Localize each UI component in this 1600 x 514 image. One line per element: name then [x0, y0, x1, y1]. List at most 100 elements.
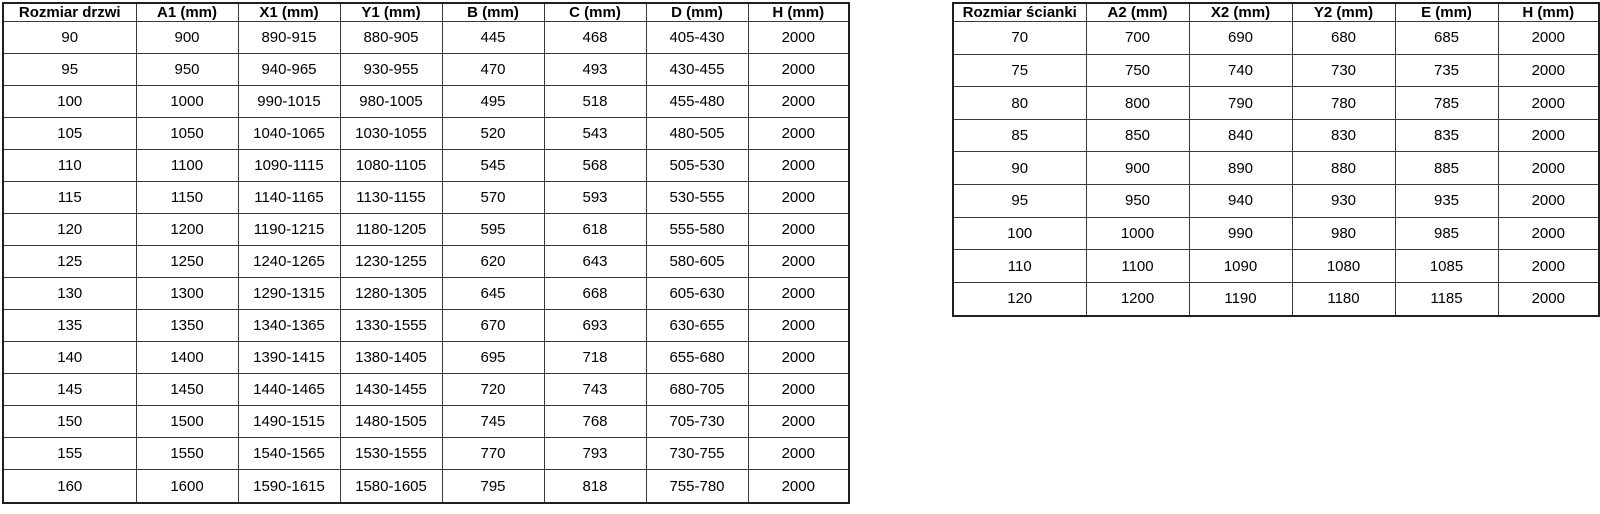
table-cell: 1330-1555: [339, 309, 443, 343]
table-row: 125 1250 1240-1265 1230-1255 620 643 580-605 20…: [2, 245, 850, 279]
table-cell: 890-915: [237, 20, 341, 55]
table-cell: 620: [441, 245, 545, 279]
table-row: 140 1400 1390-1415 1380-1405 695 718 655-680 20…: [2, 341, 850, 375]
table-cell: 720: [441, 373, 545, 407]
table-cell: 130: [2, 277, 137, 311]
table-cell: 2000: [1497, 53, 1600, 88]
table-cell: 1490-1515: [237, 405, 341, 439]
table-cell: 2000: [747, 469, 850, 504]
table-cell: 930-955: [339, 53, 443, 87]
column-header: Y2 (mm): [1291, 2, 1396, 22]
table-cell: 830: [1291, 118, 1396, 153]
table-cell: 770: [441, 437, 545, 471]
table-cell: 1450: [135, 373, 239, 407]
door-size-table: Rozmiar drzwi A1 (mm) X1 (mm) Y1 (mm) B (mm)…: [2, 2, 850, 504]
table-cell: 495: [441, 85, 545, 119]
table-cell: 85: [952, 118, 1087, 153]
table-cell: 990: [1188, 216, 1293, 251]
table-cell: 595: [441, 213, 545, 247]
table-row: 100 1000 990 980 985 2000: [952, 216, 1600, 251]
table-cell: 100: [2, 85, 137, 119]
table-cell: 840: [1188, 118, 1293, 153]
table-row: 145 1450 1440-1465 1430-1455 720 743 680-705 20…: [2, 373, 850, 407]
table-cell: 530-555: [645, 181, 749, 215]
table-cell: 2000: [747, 20, 850, 55]
table-cell: 880-905: [339, 20, 443, 55]
table-cell: 545: [441, 149, 545, 183]
door-table-body: 90 900 890-915 880-905 445 468 405-430 2000 95 95…: [2, 20, 850, 504]
table-cell: 580-605: [645, 245, 749, 279]
table-cell: 1540-1565: [237, 437, 341, 471]
wall-table-body: 70 700 690 680 685 2000 75 750 740 730 735 2000 80 80…: [952, 21, 1600, 317]
table-cell: 1300: [135, 277, 239, 311]
table-cell: 2000: [747, 149, 850, 183]
table-cell: 1180: [1291, 281, 1396, 317]
table-cell: 730-755: [645, 437, 749, 471]
table-cell: 110: [952, 249, 1087, 283]
table-cell: 2000: [747, 405, 850, 439]
table-cell: 1230-1255: [339, 245, 443, 279]
table-row: 130 1300 1290-1315 1280-1305 645 668 605-630 20…: [2, 277, 850, 311]
table-cell: 695: [441, 341, 545, 375]
table-cell: 2000: [747, 117, 850, 151]
table-row: 90 900 890-915 880-905 445 468 405-430 2000: [2, 20, 850, 55]
table-cell: 100: [952, 216, 1087, 251]
table-cell: 1240-1265: [237, 245, 341, 279]
table-row: 70 700 690 680 685 2000: [952, 21, 1600, 55]
table-row: 85 850 840 830 835 2000: [952, 118, 1600, 153]
table-row: 150 1500 1490-1515 1480-1505 745 768 705-730 20…: [2, 405, 850, 439]
table-cell: 2000: [1497, 281, 1600, 317]
table-cell: 2000: [747, 437, 850, 471]
table-cell: 468: [543, 20, 647, 55]
table-cell: 120: [952, 281, 1087, 317]
table-cell: 140: [2, 341, 137, 375]
table-cell: 743: [543, 373, 647, 407]
table-cell: 480-505: [645, 117, 749, 151]
table-cell: 1090: [1188, 249, 1293, 283]
table-row: 135 1350 1340-1365 1330-1555 670 693 630-655 20…: [2, 309, 850, 343]
table-cell: 680: [1291, 21, 1396, 55]
table-cell: 430-455: [645, 53, 749, 87]
column-header: H (mm): [747, 2, 850, 22]
table-cell: 2000: [747, 373, 850, 407]
table-cell: 145: [2, 373, 137, 407]
table-row: 75 750 740 730 735 2000: [952, 53, 1600, 88]
table-cell: 1190: [1188, 281, 1293, 317]
table-cell: 2000: [1497, 184, 1600, 218]
table-cell: 568: [543, 149, 647, 183]
table-cell: 543: [543, 117, 647, 151]
table-cell: 750: [1085, 53, 1190, 88]
table-cell: 2000: [1497, 118, 1600, 153]
table-cell: 900: [135, 20, 239, 55]
table-cell: 630-655: [645, 309, 749, 343]
table-cell: 75: [952, 53, 1087, 88]
table-cell: 520: [441, 117, 545, 151]
table-cell: 80: [952, 86, 1087, 120]
table-cell: 2000: [747, 85, 850, 119]
table-cell: 1030-1055: [339, 117, 443, 151]
table-cell: 1150: [135, 181, 239, 215]
table-row: 115 1150 1140-1165 1130-1155 570 593 530-555 20…: [2, 181, 850, 215]
table-cell: 120: [2, 213, 137, 247]
column-header: E (mm): [1394, 2, 1499, 22]
column-header: A2 (mm): [1085, 2, 1190, 22]
table-cell: 818: [543, 469, 647, 504]
table-row: 110 1100 1090-1115 1080-1105 545 568 505-530 20…: [2, 149, 850, 183]
table-cell: 680-705: [645, 373, 749, 407]
table-cell: 1185: [1394, 281, 1499, 317]
table-cell: 1040-1065: [237, 117, 341, 151]
column-header: X1 (mm): [237, 2, 341, 22]
table-cell: 1380-1405: [339, 341, 443, 375]
table-cell: 780: [1291, 86, 1396, 120]
table-cell: 795: [441, 469, 545, 504]
door-table-header-row: Rozmiar drzwi A1 (mm) X1 (mm) Y1 (mm) B (mm)…: [2, 2, 850, 22]
table-row: 95 950 940-965 930-955 470 493 430-455 2000: [2, 53, 850, 87]
table-cell: 685: [1394, 21, 1499, 55]
table-cell: 150: [2, 405, 137, 439]
table-cell: 880: [1291, 151, 1396, 186]
table-cell: 1400: [135, 341, 239, 375]
table-cell: 643: [543, 245, 647, 279]
table-cell: 2000: [747, 245, 850, 279]
table-cell: 1390-1415: [237, 341, 341, 375]
column-header: A1 (mm): [135, 2, 239, 22]
